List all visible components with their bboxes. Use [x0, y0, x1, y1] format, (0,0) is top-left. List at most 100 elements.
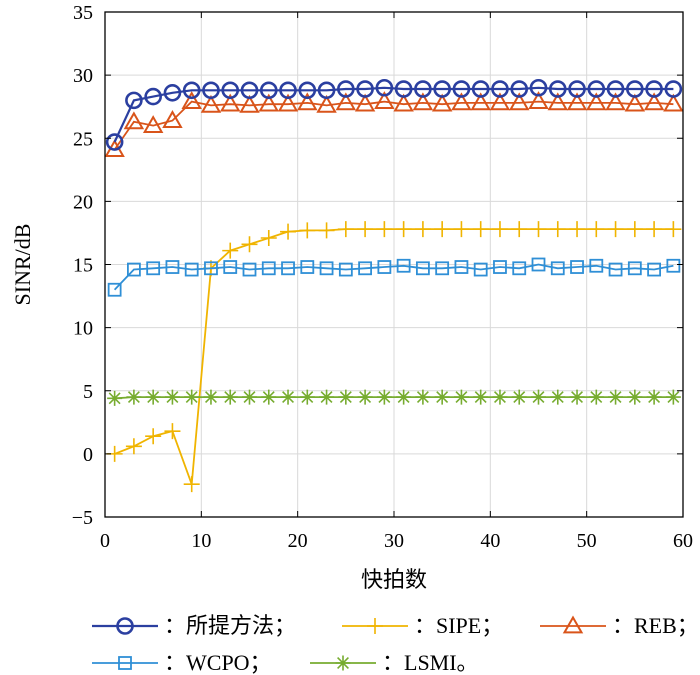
data-point-plus	[569, 221, 586, 238]
data-point-plus	[453, 221, 470, 238]
legend-item: ：REB；	[540, 613, 699, 638]
data-point-plus	[491, 221, 508, 238]
y-tick-label: −5	[72, 507, 93, 529]
data-point-plus	[164, 423, 181, 440]
data-point-square	[493, 260, 507, 274]
data-point-triangle	[566, 92, 588, 111]
data-point-triangle	[335, 92, 357, 111]
y-tick-label: 0	[83, 444, 93, 466]
y-tick-label: 20	[73, 191, 93, 213]
data-point-plus	[549, 221, 566, 238]
data-point-square	[358, 261, 373, 276]
data-point-triangle	[547, 92, 568, 111]
data-point-circle	[394, 80, 413, 98]
x-tick-label: 20	[288, 530, 308, 552]
data-point-triangle	[181, 91, 202, 110]
data-point-asterisk	[453, 389, 469, 405]
data-point-square	[127, 262, 141, 277]
x-tick-label: 50	[577, 530, 597, 552]
data-point-square	[261, 261, 276, 276]
data-point-circle	[279, 81, 297, 100]
data-point-plus	[183, 476, 200, 493]
data-point-triangle	[431, 93, 453, 112]
data-point-triangle	[586, 92, 607, 111]
data-point-circle	[529, 78, 548, 97]
data-point-square	[512, 261, 527, 276]
data-point-asterisk	[145, 389, 161, 405]
data-point-triangle	[354, 93, 376, 112]
x-axis-title: 快拍数	[361, 567, 427, 592]
data-point-circle	[471, 80, 490, 98]
data-point-square	[377, 260, 392, 274]
data-point-circle	[645, 80, 663, 98]
data-point-asterisk	[261, 389, 277, 405]
y-tick-label: 10	[73, 318, 93, 340]
data-point-square	[608, 262, 623, 277]
data-point-triangle	[451, 92, 472, 111]
data-point-asterisk	[665, 389, 681, 405]
legend-item: ：SIPE；	[342, 613, 503, 638]
legend-label: ：SIPE；	[414, 613, 503, 638]
data-point-plus	[145, 428, 162, 445]
x-tick-label: 60	[673, 530, 693, 552]
y-tick-label: 30	[73, 65, 93, 87]
data-point-triangle	[258, 93, 279, 112]
data-point-asterisk	[357, 389, 373, 405]
data-point-plus	[607, 221, 624, 238]
series-line	[113, 86, 674, 143]
data-point-plus	[260, 229, 277, 246]
data-point-triangle	[239, 94, 260, 113]
data-point-asterisk	[280, 389, 296, 405]
data-point-square	[589, 258, 604, 273]
data-point-square	[184, 262, 199, 277]
data-point-circle	[433, 80, 451, 98]
data-point-circle	[626, 80, 644, 98]
data-point-plus	[357, 221, 374, 238]
data-point-triangle	[316, 94, 337, 113]
series-line	[113, 263, 674, 291]
data-point-asterisk	[203, 389, 219, 405]
data-point-triangle	[374, 91, 395, 110]
data-point-plus	[472, 221, 489, 238]
data-point-asterisk	[126, 389, 142, 405]
data-point-plus	[318, 222, 335, 239]
data-point-square	[223, 260, 238, 274]
data-point-triangle	[277, 93, 299, 112]
data-point-square	[473, 262, 488, 277]
data-point-asterisk	[473, 389, 489, 405]
x-tick-label: 10	[191, 530, 211, 552]
data-point-circle	[317, 81, 336, 100]
data-point-asterisk	[511, 389, 527, 405]
series-triangle	[104, 91, 684, 157]
data-point-triangle	[162, 110, 183, 128]
data-point-square	[107, 282, 122, 297]
data-point-triangle	[489, 92, 511, 111]
series-square	[107, 257, 681, 297]
data-point-asterisk	[107, 390, 123, 406]
data-point-square	[647, 262, 661, 277]
data-point-square	[338, 262, 353, 277]
grid-lines	[105, 12, 683, 517]
data-point-circle	[452, 80, 471, 98]
data-point-plus	[665, 221, 682, 238]
data-point-triangle	[509, 92, 530, 111]
data-point-asterisk	[531, 389, 546, 405]
data-point-plus	[280, 223, 297, 240]
data-point-asterisk	[319, 389, 335, 405]
data-point-circle	[240, 81, 259, 100]
data-point-triangle	[605, 92, 626, 111]
data-point-circle	[414, 80, 432, 98]
data-point-triangle	[470, 92, 491, 111]
data-point-circle	[116, 617, 134, 635]
data-point-plus	[511, 221, 528, 238]
data-point-asterisk	[376, 389, 392, 405]
data-point-circle	[337, 80, 355, 98]
data-point-square	[146, 261, 161, 276]
data-point-asterisk	[335, 655, 351, 671]
data-point-asterisk	[299, 389, 315, 405]
data-point-asterisk	[242, 389, 257, 405]
data-point-circle	[356, 80, 374, 98]
data-point-circle	[510, 80, 529, 98]
data-point-square	[300, 260, 315, 274]
